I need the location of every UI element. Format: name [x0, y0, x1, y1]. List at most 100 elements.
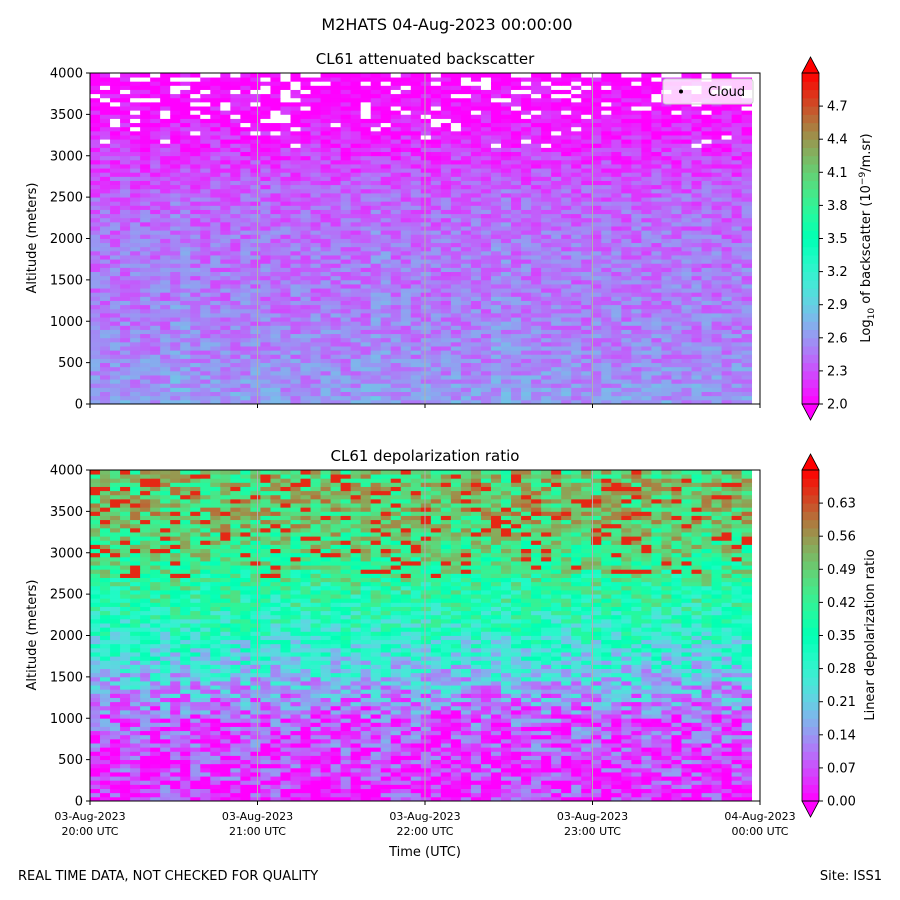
heatmap-cell — [681, 255, 692, 260]
heatmap-cell — [390, 101, 402, 107]
heatmap-cell — [511, 375, 522, 380]
heatmap-cell — [621, 329, 632, 335]
heatmap-cell — [350, 188, 362, 194]
heatmap-cell — [240, 296, 251, 301]
heatmap-cell — [310, 279, 321, 285]
heatmap-cell — [420, 151, 432, 157]
heatmap-cell — [270, 168, 281, 173]
heatmap-cell — [90, 139, 101, 144]
heatmap-cell — [581, 230, 592, 235]
heatmap-cell — [480, 255, 492, 260]
heatmap-cell — [220, 288, 231, 293]
heatmap-cell — [691, 155, 702, 161]
heatmap-cell — [621, 317, 632, 322]
heatmap-cell — [480, 205, 492, 210]
heatmap-cell — [90, 97, 101, 103]
heatmap-cell — [480, 308, 492, 314]
heatmap-cell — [410, 321, 422, 326]
heatmap-cell — [290, 201, 301, 206]
heatmap-cell — [501, 89, 512, 95]
heatmap-cell — [250, 226, 261, 231]
heatmap-cell — [330, 271, 342, 277]
heatmap-cell — [460, 188, 472, 194]
heatmap-cell — [230, 188, 241, 194]
heatmap-cell — [661, 106, 672, 111]
heatmap-cell — [641, 288, 652, 293]
heatmap-cell — [280, 341, 291, 347]
heatmap-cell — [280, 139, 291, 144]
heatmap-cell — [360, 168, 372, 173]
heatmap-cell — [691, 383, 702, 388]
heatmap-cell — [511, 126, 522, 132]
heatmap-cell — [340, 242, 352, 248]
heatmap-cell — [701, 395, 712, 401]
heatmap-cell — [170, 292, 181, 297]
heatmap-cell — [430, 379, 442, 384]
heatmap-cell — [440, 188, 452, 194]
heatmap-cell — [320, 362, 331, 368]
heatmap-cell — [490, 263, 502, 268]
heatmap-cell — [90, 101, 101, 107]
heatmap-cell — [210, 292, 221, 297]
heatmap-cell — [671, 292, 682, 297]
heatmap-cell — [480, 176, 492, 181]
heatmap-cell — [450, 263, 462, 268]
heatmap-cell — [230, 122, 241, 128]
heatmap-cell — [691, 358, 702, 364]
heatmap-cell — [460, 197, 472, 202]
heatmap-cell — [511, 213, 522, 219]
heatmap-cell — [150, 341, 161, 347]
heatmap-cell — [110, 130, 121, 136]
heatmap-cell — [270, 184, 281, 190]
heatmap-cell — [310, 135, 321, 140]
heatmap-cell — [581, 184, 592, 190]
heatmap-cell — [511, 246, 522, 252]
heatmap-cell — [741, 242, 753, 248]
heatmap-cell — [190, 118, 201, 124]
heatmap-cell — [370, 346, 382, 351]
heatmap-cell — [100, 201, 111, 206]
heatmap-cell — [591, 395, 602, 401]
heatmap-cell — [681, 184, 692, 190]
heatmap-cell — [220, 118, 231, 124]
heatmap-cell — [681, 205, 692, 210]
heatmap-cell — [631, 304, 642, 310]
heatmap-cell — [711, 275, 722, 281]
heatmap-cell — [140, 279, 151, 285]
heatmap-cell — [230, 164, 241, 169]
heatmap-cell — [561, 106, 572, 111]
heatmap-cell — [370, 234, 382, 239]
heatmap-cell — [701, 387, 712, 392]
heatmap-cell — [170, 184, 181, 190]
heatmap-cell — [440, 226, 452, 231]
heatmap-cell — [310, 221, 321, 227]
heatmap-cell — [631, 110, 642, 115]
heatmap-cell — [140, 255, 151, 260]
heatmap-cell — [581, 395, 592, 401]
heatmap-cell — [250, 184, 261, 190]
heatmap-cell — [210, 226, 221, 231]
heatmap-cell — [621, 221, 632, 227]
heatmap-cell — [120, 292, 131, 297]
heatmap-cell — [300, 391, 311, 397]
heatmap-cell — [250, 312, 261, 318]
heatmap-cell — [521, 114, 532, 119]
heatmap-cell — [641, 263, 652, 268]
heatmap-cell — [460, 201, 472, 206]
heatmap-cell — [200, 93, 211, 99]
heatmap-cell — [621, 164, 632, 169]
heatmap-cell — [210, 126, 221, 132]
heatmap-cell — [541, 346, 552, 351]
heatmap-cell — [671, 304, 682, 310]
heatmap-cell — [691, 197, 702, 202]
heatmap-cell — [490, 350, 502, 355]
heatmap-cell — [490, 308, 502, 314]
heatmap-cell — [581, 255, 592, 260]
heatmap-cell — [130, 275, 141, 281]
heatmap-cell — [681, 168, 692, 173]
heatmap-cell — [450, 242, 462, 248]
heatmap-cell — [200, 271, 211, 277]
heatmap-cell — [551, 267, 562, 272]
heatmap-cell — [541, 135, 552, 140]
heatmap-cell — [140, 143, 151, 148]
